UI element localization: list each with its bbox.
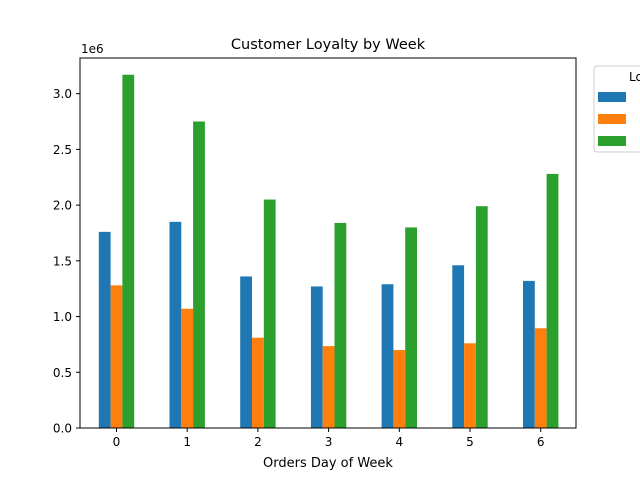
bar-series2-cat0 xyxy=(122,74,135,428)
bar-series0-cat0 xyxy=(98,231,111,428)
x-tick-label: 1 xyxy=(183,435,191,449)
bar-series1-cat1 xyxy=(181,308,194,428)
y-axis-offset-label: 1e6 xyxy=(81,42,104,56)
x-tick-label: 2 xyxy=(254,435,262,449)
bar-series1-cat0 xyxy=(110,285,123,428)
bar-series0-cat5 xyxy=(452,265,465,428)
bar-series0-cat6 xyxy=(523,280,535,428)
bar-series1-cat3 xyxy=(322,346,335,428)
bar-series1-cat5 xyxy=(464,343,476,428)
y-tick-label: 2.0 xyxy=(53,199,72,213)
bar-series0-cat3 xyxy=(310,286,323,428)
y-tick-label: 2.5 xyxy=(53,143,72,157)
bar-series2-cat5 xyxy=(475,206,488,428)
bar-series1-cat2 xyxy=(252,337,264,428)
bar-series2-cat4 xyxy=(405,227,417,428)
bar-series2-cat6 xyxy=(546,173,559,428)
legend-swatch-1 xyxy=(598,114,626,124)
legend-frame xyxy=(593,65,640,153)
axes-frame xyxy=(79,57,577,429)
legend-swatch-2 xyxy=(598,136,626,146)
x-tick-label: 5 xyxy=(466,435,474,449)
x-tick-label: 3 xyxy=(325,435,333,449)
legend-title: Lo xyxy=(629,70,640,84)
bar-series2-cat1 xyxy=(193,121,205,429)
legend: Lo xyxy=(593,65,640,153)
bar-series0-cat2 xyxy=(240,276,252,428)
bar-series0-cat1 xyxy=(169,221,182,428)
x-axis-label: Orders Day of Week xyxy=(263,456,393,471)
y-tick-label: 1.5 xyxy=(53,254,72,268)
bar-series1-cat4 xyxy=(393,349,406,428)
legend-swatch-0 xyxy=(598,92,626,102)
y-tick-label: 0.0 xyxy=(53,422,72,436)
y-tick-label: 3.0 xyxy=(53,87,72,101)
bar-series2-cat2 xyxy=(263,199,276,428)
x-tick-label: 6 xyxy=(537,435,545,449)
plot-area: 0 1 2 3 4 5 6 0.0 0.5 1.0 1.5 2.0 2.5 3.0 xyxy=(53,57,577,449)
x-tick-label: 0 xyxy=(113,435,121,449)
x-tick-label: 4 xyxy=(395,435,403,449)
bar-series1-cat6 xyxy=(534,328,547,428)
bar-series0-cat4 xyxy=(381,284,394,428)
y-tick-label: 1.0 xyxy=(53,310,72,324)
bar-series2-cat3 xyxy=(334,222,347,428)
y-tick-label: 0.5 xyxy=(53,366,72,380)
chart-title: Customer Loyalty by Week xyxy=(231,37,426,53)
